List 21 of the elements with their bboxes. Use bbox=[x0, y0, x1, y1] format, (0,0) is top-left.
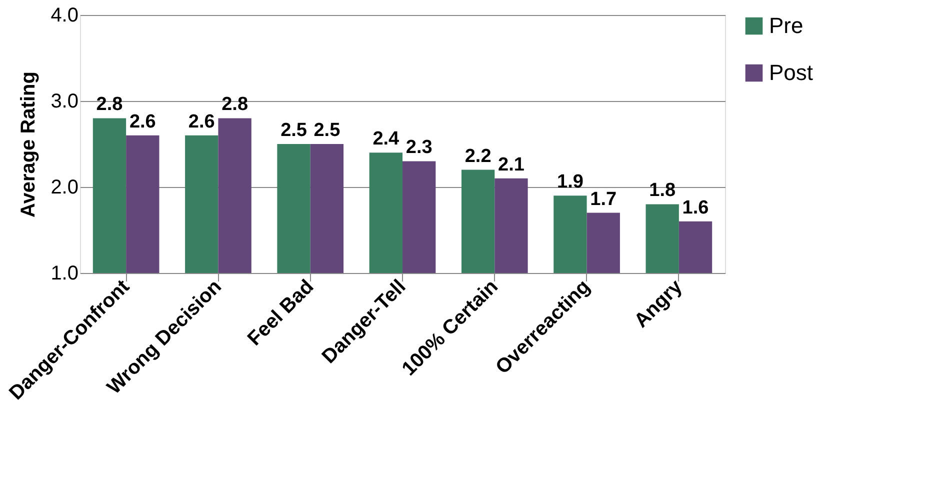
data-label: 2.5 bbox=[314, 120, 341, 141]
data-label: 2.8 bbox=[222, 94, 248, 116]
y-tick-label: 1.0 bbox=[50, 262, 78, 284]
data-label: 1.8 bbox=[649, 180, 676, 202]
legend-label: Pre bbox=[769, 13, 804, 38]
data-label: 2.1 bbox=[498, 154, 525, 176]
y-tick-label: 3.0 bbox=[50, 90, 78, 112]
data-label: 2.8 bbox=[96, 94, 123, 116]
legend-label: Post bbox=[769, 60, 814, 85]
data-label: 2.2 bbox=[464, 146, 492, 167]
y-tick-label: 2.0 bbox=[50, 176, 78, 198]
data-label: 2.5 bbox=[280, 120, 308, 141]
data-label: 2.3 bbox=[406, 137, 432, 158]
data-label: 2.4 bbox=[372, 128, 400, 150]
data-label: 1.9 bbox=[556, 172, 584, 193]
data-label: 2.6 bbox=[129, 111, 156, 132]
y-tick-label: 4.0 bbox=[50, 4, 78, 26]
data-label: 2.6 bbox=[188, 111, 215, 132]
y-axis-title: Average Rating bbox=[18, 72, 40, 218]
data-label: 1.7 bbox=[590, 188, 617, 210]
data-label: 1.6 bbox=[682, 197, 709, 218]
